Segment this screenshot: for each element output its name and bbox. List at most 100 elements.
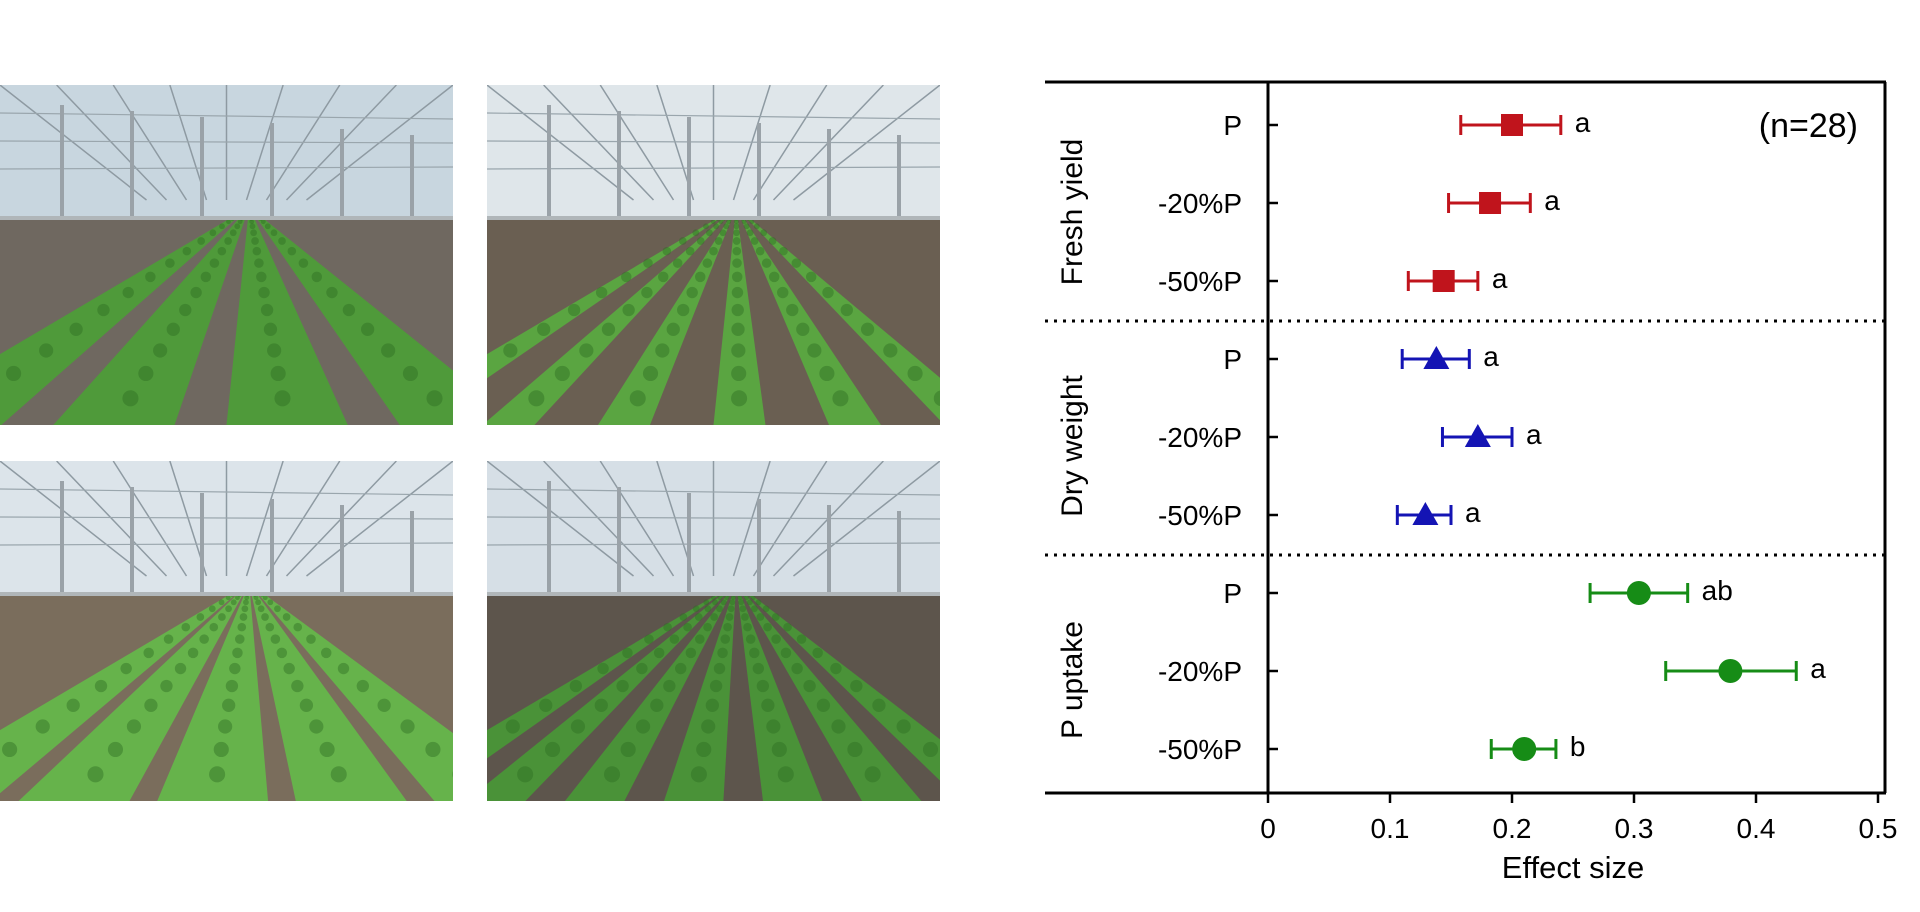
plant xyxy=(703,622,712,632)
plant xyxy=(816,698,831,712)
plant xyxy=(692,605,700,613)
plant xyxy=(711,595,716,601)
plant xyxy=(597,662,609,675)
plant xyxy=(756,679,770,693)
greenhouse-photo-3 xyxy=(0,461,453,801)
plant xyxy=(706,229,713,237)
plant xyxy=(840,303,853,317)
plant xyxy=(777,286,789,299)
plant xyxy=(746,229,754,237)
plant xyxy=(738,599,745,606)
greenhouse-post xyxy=(200,493,204,626)
plant xyxy=(122,286,134,299)
plant xyxy=(796,322,810,336)
plant xyxy=(39,343,54,358)
plant xyxy=(701,719,716,734)
plant xyxy=(621,271,632,283)
plant xyxy=(122,390,139,407)
plant xyxy=(360,322,375,336)
greenhouse-post xyxy=(270,499,274,626)
plant xyxy=(225,595,231,601)
plant xyxy=(780,647,792,659)
plant xyxy=(265,622,275,632)
plant xyxy=(126,719,142,734)
plant xyxy=(724,595,730,601)
crop-bed xyxy=(18,594,244,801)
crop-bed xyxy=(713,218,766,425)
plant xyxy=(163,634,174,644)
plant xyxy=(260,219,266,225)
plant xyxy=(777,766,794,783)
plant xyxy=(717,595,723,601)
plant xyxy=(218,719,233,734)
plant xyxy=(257,605,265,613)
plant xyxy=(741,219,747,225)
plant xyxy=(729,599,736,606)
plant xyxy=(601,322,616,336)
row-label: -20%P xyxy=(1158,188,1242,219)
roof-beam xyxy=(487,461,634,577)
plant xyxy=(254,258,264,268)
significance-letter: ab xyxy=(1702,575,1733,606)
plant xyxy=(309,719,324,734)
far-wall xyxy=(487,216,940,220)
plant xyxy=(256,271,267,283)
plant xyxy=(190,286,202,299)
plant xyxy=(179,303,192,317)
plant xyxy=(803,679,816,693)
plant xyxy=(730,595,736,601)
plant xyxy=(766,719,781,734)
plant xyxy=(629,390,646,407)
plant xyxy=(709,246,718,256)
plant xyxy=(755,599,762,606)
greenhouse-post xyxy=(897,511,901,626)
plant xyxy=(200,271,212,283)
roof-truss xyxy=(487,112,940,120)
plant xyxy=(731,286,744,299)
plant xyxy=(703,599,710,606)
plant xyxy=(807,343,822,358)
plant xyxy=(683,622,692,632)
plant xyxy=(702,258,713,268)
greenhouse-post xyxy=(827,505,831,626)
crop-bed xyxy=(598,218,732,425)
plant xyxy=(298,258,309,268)
greenhouse-post xyxy=(687,117,691,250)
plant xyxy=(718,219,724,225)
plant xyxy=(237,219,243,225)
significance-letter: a xyxy=(1526,419,1542,450)
data-point xyxy=(1479,192,1502,214)
plant xyxy=(241,605,249,613)
plant xyxy=(229,662,241,675)
plant xyxy=(907,365,923,382)
plant xyxy=(120,662,132,675)
greenhouse-post xyxy=(827,129,831,250)
plant xyxy=(704,605,712,613)
significance-letter: a xyxy=(1544,185,1560,216)
greenhouse-post xyxy=(410,135,414,250)
plant xyxy=(643,258,653,268)
plant xyxy=(733,223,740,230)
far-wall xyxy=(0,592,453,596)
plant xyxy=(658,271,669,283)
plant xyxy=(199,634,209,644)
plant xyxy=(306,634,316,644)
plant xyxy=(209,229,217,237)
crop-bed xyxy=(565,594,731,801)
plant xyxy=(217,246,227,256)
roof-truss xyxy=(0,542,453,546)
plant xyxy=(196,613,205,621)
plant xyxy=(250,229,257,237)
plant xyxy=(644,634,654,644)
crop-bed xyxy=(53,218,246,425)
plant xyxy=(850,679,863,693)
crop-bed xyxy=(487,218,727,425)
plant xyxy=(830,662,842,675)
plant xyxy=(237,622,247,632)
plant xyxy=(337,662,350,675)
plant xyxy=(381,343,396,358)
roof-beam xyxy=(543,85,655,201)
row-label: -50%P xyxy=(1158,734,1242,765)
plant xyxy=(182,246,192,256)
effect-size-chart: 0 0.1 0.2 0.3 0.4 0.5 Effect size (n=28) Fresh y… xyxy=(1045,80,1897,885)
